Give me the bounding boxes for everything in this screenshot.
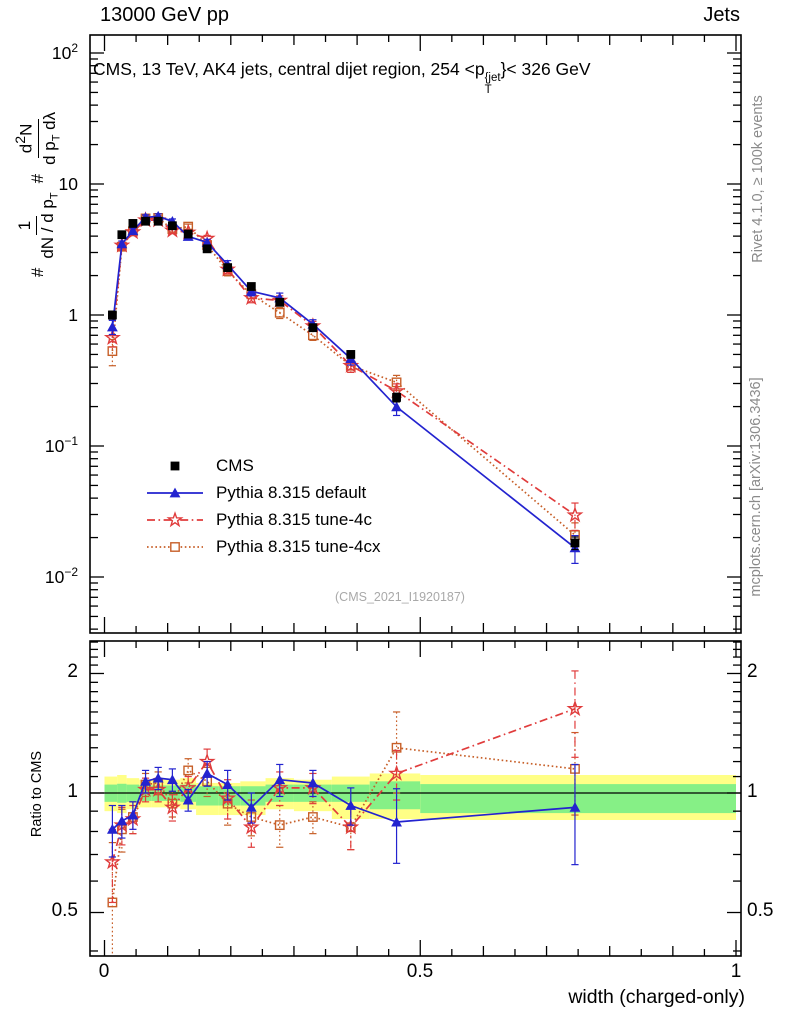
x-axis-label: width (charged-only) xyxy=(568,986,745,1008)
beam-energy-label: 13000 GeV pp xyxy=(100,4,229,26)
y-tick-100: 102 xyxy=(51,41,78,63)
fraction-d2n: d2N d pT dλ xyxy=(13,112,62,165)
mcplots-credit-note: mcplots.cern.ch [arXiv:1306.3436] xyxy=(748,377,764,597)
ratio-frame xyxy=(89,640,742,957)
series-cms-main xyxy=(107,216,580,551)
plot-title-suffix: }< 326 GeV xyxy=(500,59,591,79)
error-bars xyxy=(108,711,579,956)
x-tick-05: 0.5 xyxy=(406,961,434,982)
plot-title-sup: {jet xyxy=(484,72,501,84)
plot-title-text: CMS, 13 TeV, AK4 jets, central dijet reg… xyxy=(93,59,485,79)
pythia-4c-marker-icon xyxy=(147,510,203,527)
analysis-category-label: Jets xyxy=(703,4,740,26)
cms-marker-icon xyxy=(170,461,180,470)
plot-title-sub: T xyxy=(484,83,492,96)
series-markers xyxy=(107,216,580,548)
ratio-uncertainty-bands xyxy=(104,773,736,821)
ratio-tick-05-right: 0.5 xyxy=(747,900,774,921)
frac2-denominator: d pT dλ xyxy=(39,111,62,165)
y-tick-10: 10 xyxy=(58,173,78,194)
watermark: (CMS_2021_I1920187) xyxy=(335,590,465,604)
legend-label-cms: CMS xyxy=(216,455,254,475)
legend-row-pythia-4cx: Pythia 8.315 tune-4cx xyxy=(146,533,380,560)
legend-label-pythia-4cx: Pythia 8.315 tune-4cx xyxy=(216,536,381,556)
series-line xyxy=(111,708,576,863)
frac2-numerator: d2N xyxy=(13,118,39,159)
series-line xyxy=(111,746,576,903)
y-tick-0p1: 10−1 xyxy=(44,434,78,456)
green-band xyxy=(240,786,266,806)
legend-row-cms: CMS xyxy=(146,452,380,479)
x-tick-0: 0 xyxy=(98,961,110,982)
main-frame xyxy=(89,34,742,634)
pt-jet-supsub: {jet T xyxy=(484,72,501,96)
legend-row-pythia-default: Pythia 8.315 default xyxy=(146,479,380,506)
hash-symbol: # xyxy=(28,173,47,184)
series-markers xyxy=(106,768,581,834)
axis-ticks xyxy=(90,35,741,956)
ratio-tick-2-right: 2 xyxy=(747,661,758,682)
pythia-4cx-marker-icon xyxy=(147,541,203,552)
ratio-tick-1-left: 1 xyxy=(67,781,78,802)
green-band xyxy=(196,786,219,806)
legend-row-pythia-4c: Pythia 8.315 tune-4c xyxy=(146,506,380,533)
legend: CMS Pythia 8.315 default Pythia 8.315 tu… xyxy=(146,452,380,560)
legend-label-pythia-4c: Pythia 8.315 tune-4c xyxy=(216,509,372,529)
fraction-one-over-dn-dpt: 1 dN / d pT xyxy=(15,192,61,259)
pythia-default-marker-icon xyxy=(147,487,203,497)
main-y-axis-label: # 1 dN / d pT # d2N d pT dλ xyxy=(1,42,75,348)
series-pythia-8-315-tune-4cx-ratio xyxy=(107,711,580,956)
hash-symbol: # xyxy=(28,267,47,278)
series-pythia-8-315-default-ratio xyxy=(106,760,581,866)
y-tick-1: 1 xyxy=(68,304,78,325)
frac1-denominator: dN / d pT xyxy=(37,192,61,259)
ratio-tick-2-left: 2 xyxy=(67,661,78,682)
frac1-numerator: 1 xyxy=(15,215,37,236)
x-tick-1: 1 xyxy=(730,961,742,982)
ratio-tick-1-right: 1 xyxy=(747,781,758,802)
y-tick-0p01: 10−2 xyxy=(44,565,78,587)
ratio-tick-05-left: 0.5 xyxy=(51,900,78,921)
legend-label-pythia-default: Pythia 8.315 default xyxy=(216,482,367,502)
rivet-version-note: Rivet 4.1.0, ≥ 100k events xyxy=(750,95,766,263)
ratio-y-axis-label: Ratio to CMS xyxy=(29,750,45,838)
plot-title: CMS, 13 TeV, AK4 jets, central dijet reg… xyxy=(93,59,591,96)
